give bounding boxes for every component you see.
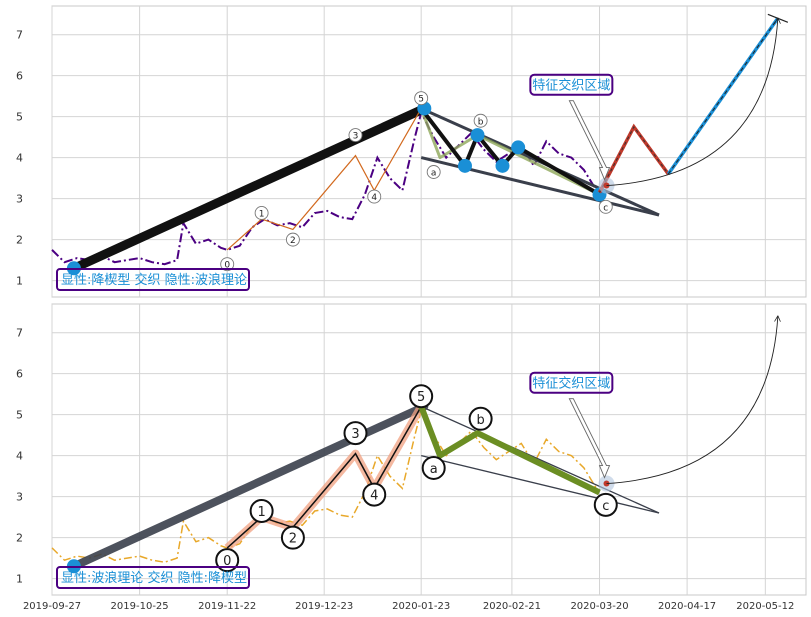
- y-tick-label: 2: [16, 234, 23, 247]
- wave-label-circle: [409, 384, 434, 409]
- wave-label-circle: [593, 492, 618, 517]
- forecast-up-dash: [599, 125, 669, 193]
- top-panel: 1 2 3 4 5 6 7 特征交织区域 0 1 2 3 4 5 a b c 显性:降楔型 交织 隐性:波浪理论: [16, 5, 807, 298]
- wave-label-circle: [254, 206, 269, 220]
- correction-dot: [495, 158, 510, 173]
- y-tick-label: 7: [16, 29, 23, 42]
- wave-label: 4: [371, 193, 377, 203]
- pattern-legend-text: 显性:降楔型 交织 隐性:波浪理论: [61, 272, 247, 288]
- wave-label: 1: [259, 209, 265, 219]
- correction-wave-line: [419, 107, 601, 196]
- x-tick-label: 2020-03-20: [570, 601, 628, 612]
- plot-area: [51, 5, 807, 298]
- wave-label: 2: [290, 236, 296, 246]
- x-tick-label: 2019-11-22: [198, 601, 256, 612]
- y-tick-label: 2: [16, 532, 23, 545]
- x-tick-label: 2020-04-17: [658, 601, 716, 612]
- wave-label: a: [431, 168, 437, 178]
- wedge-lower-line: [421, 454, 660, 514]
- price-line: [51, 109, 598, 266]
- wave-label-circle: [362, 482, 387, 507]
- wave-label: 4: [370, 489, 378, 504]
- wave-label: 0: [224, 261, 230, 271]
- y-tick-label: 6: [16, 70, 23, 83]
- wave-label: c: [603, 203, 608, 213]
- y-tick-label: 5: [16, 111, 23, 124]
- y-tick-label: 1: [16, 275, 23, 288]
- annotation-box: [529, 73, 614, 96]
- x-tick-label: 2019-09-27: [23, 601, 81, 612]
- feature-area-annotation: 特征交织区域: [532, 376, 610, 392]
- wave-label-circle: [343, 421, 368, 446]
- main-wave-line: [69, 104, 429, 273]
- wave-label-circle: [473, 113, 488, 128]
- x-tick-label: 2020-01-23: [392, 601, 450, 612]
- wave-label: 3: [351, 427, 359, 442]
- wave-label-circle: [285, 232, 300, 247]
- annotation-arrow: [568, 398, 611, 479]
- wave-label-circle: [348, 128, 363, 143]
- correction-dot: [470, 128, 485, 143]
- wave-label: b: [476, 413, 484, 428]
- breakout-curve-arrow: [606, 316, 778, 484]
- plot-area: [51, 303, 807, 596]
- wedge-upper-line: [420, 405, 660, 514]
- wave-label-circle: [215, 548, 240, 573]
- correction-dot: [511, 140, 526, 155]
- price-line: [51, 408, 598, 563]
- wave-label: 5: [417, 390, 425, 405]
- x-tick-label: 2019-10-25: [111, 601, 169, 612]
- wave-label: 1: [257, 505, 265, 520]
- wave-label-circle: [220, 257, 235, 272]
- y-tick-label: 4: [16, 152, 23, 165]
- y-tick-label: 3: [16, 491, 23, 504]
- wave-label: a: [430, 462, 438, 477]
- correction-dot: [457, 158, 472, 173]
- x-tick-label: 2020-05-12: [736, 601, 794, 612]
- wave-label-circle: [468, 406, 493, 431]
- impulse-wave-line: [226, 406, 422, 549]
- annotation-arrow: [568, 100, 611, 181]
- wave-label-circle: [421, 455, 446, 480]
- y-tick-label: 1: [16, 573, 23, 586]
- wave-label: b: [478, 117, 484, 127]
- correction-wave-line: [418, 405, 601, 496]
- y-tick-label: 6: [16, 368, 23, 381]
- y-tick-label: 7: [16, 327, 23, 340]
- pattern-legend-box: [56, 268, 250, 291]
- pattern-legend-text: 显性:波浪理论 交织 隐性:降楔型: [61, 570, 247, 586]
- wave-label-circle: [598, 199, 613, 214]
- wave-label: 5: [418, 95, 424, 105]
- forecast-breakout-dash: [667, 18, 779, 175]
- x-tick-label: 2020-02-21: [483, 601, 541, 612]
- wave-label-circle: [414, 91, 429, 106]
- wave-label-circle: [249, 498, 274, 523]
- wave-label: 3: [353, 132, 359, 142]
- pattern-legend-box: [56, 566, 250, 589]
- wave-label: 0: [223, 554, 231, 569]
- wave-label-circle: [426, 165, 441, 179]
- y-tick-label: 5: [16, 409, 23, 422]
- y-tick-label: 3: [16, 193, 23, 206]
- y-tick-label: 4: [16, 450, 23, 463]
- wave-label: c: [602, 499, 609, 514]
- wave-label-circle: [367, 189, 382, 204]
- wave-label-circle: [280, 525, 305, 550]
- feature-area-annotation: 特征交织区域: [532, 78, 610, 94]
- wave-label: 2: [289, 532, 297, 547]
- breakout-curve-arrow: [606, 18, 778, 186]
- correction-black-line: [419, 107, 601, 197]
- x-tick-label: 2019-12-23: [295, 601, 353, 612]
- annotation-box: [529, 371, 614, 394]
- impulse-wave-line: [226, 108, 422, 251]
